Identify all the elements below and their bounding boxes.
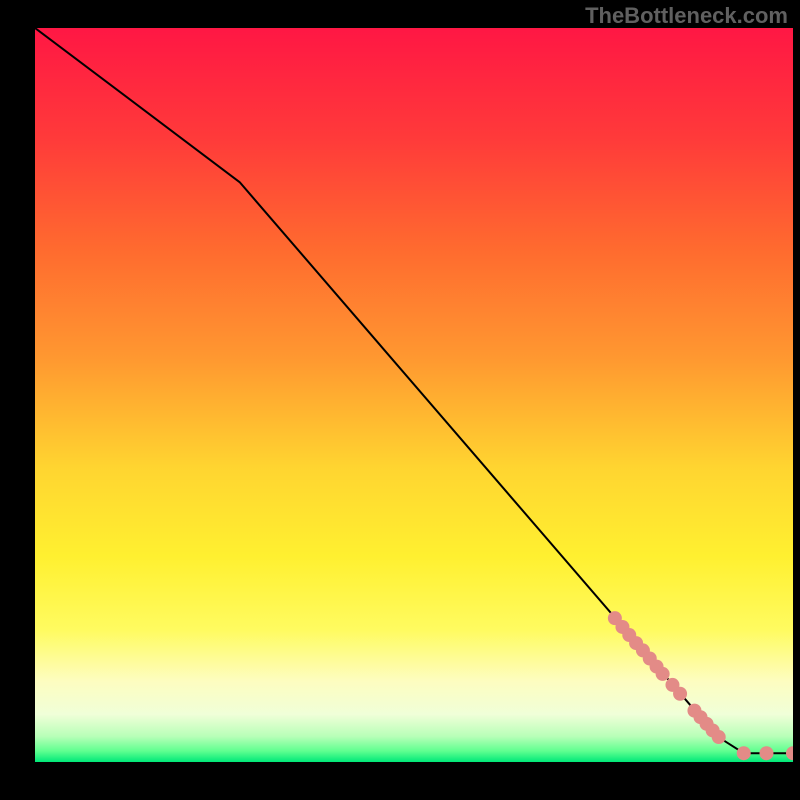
data-marker	[737, 746, 751, 760]
data-marker	[656, 667, 670, 681]
plot-background	[35, 28, 793, 762]
chart-plot-area	[35, 28, 793, 762]
data-marker	[673, 687, 687, 701]
watermark-text: TheBottleneck.com	[585, 3, 788, 29]
data-marker	[759, 746, 773, 760]
bottleneck-chart	[35, 28, 793, 762]
data-marker	[712, 730, 726, 744]
